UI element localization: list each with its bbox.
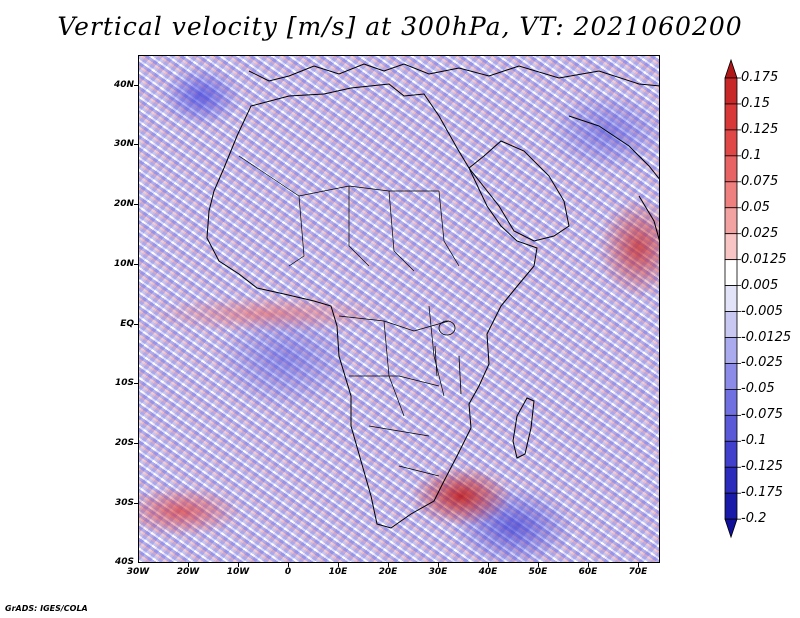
- colorbar-label: 0.005: [741, 277, 779, 293]
- colorbar-label: 0.025: [741, 225, 779, 241]
- lat-tick: [134, 443, 138, 444]
- arabia-outline: [468, 140, 570, 242]
- colorbar-label: 0.05: [741, 199, 770, 215]
- lon-label-70e: 70E: [628, 567, 648, 577]
- colorbar-swatch: [724, 259, 738, 286]
- lat-label-eq: EQ: [120, 319, 134, 329]
- europe-coast-outline: [248, 63, 659, 87]
- map-plot-area: [138, 55, 660, 563]
- colorbar-swatch: [724, 311, 738, 338]
- colorbar-label: -0.125: [741, 459, 783, 475]
- colorbar-label: -0.025: [741, 355, 783, 371]
- grads-credit: GrADS: IGES/COLA: [5, 604, 88, 613]
- colorbar-swatch: [724, 77, 738, 105]
- lat-tick: [134, 503, 138, 504]
- lon-tick: [388, 563, 389, 567]
- country-borders: [238, 155, 460, 477]
- lakes: [434, 320, 462, 395]
- africa-coastline: [206, 83, 538, 529]
- lon-tick: [638, 563, 639, 567]
- asia-outline: [568, 115, 659, 241]
- colorbar-label: -0.05: [741, 381, 775, 397]
- lon-label-40e: 40E: [478, 567, 498, 577]
- colorbar-label: -0.005: [741, 303, 783, 319]
- lon-label-0: 0: [284, 567, 292, 577]
- lon-label-60e: 60E: [578, 567, 598, 577]
- lon-label-50e: 50E: [528, 567, 548, 577]
- colorbar-label: -0.175: [741, 485, 783, 501]
- lon-tick: [338, 563, 339, 567]
- lon-tick: [488, 563, 489, 567]
- lat-tick: [134, 264, 138, 265]
- lat-tick: [134, 144, 138, 145]
- lon-tick: [588, 563, 589, 567]
- colorbar-label: -0.075: [741, 407, 783, 423]
- lat-label-10s: 10S: [114, 378, 134, 388]
- colorbar-label: -0.1: [741, 433, 767, 449]
- map-title: Vertical velocity [m/s] at 300hPa, VT: 2…: [57, 12, 743, 41]
- colorbar-swatch: [724, 285, 738, 312]
- colorbar-swatch: [724, 181, 738, 209]
- lat-label-20n: 20N: [113, 199, 134, 209]
- colorbar-swatch: [724, 414, 738, 442]
- africa-coastline-outline: [206, 63, 659, 529]
- lon-label-30e: 30E: [428, 567, 448, 577]
- colorbar-swatch: [724, 440, 738, 468]
- colorbar-swatch: [724, 58, 738, 79]
- colorbar-label: -0.2: [741, 511, 767, 527]
- lat-tick: [134, 383, 138, 384]
- lon-tick: [538, 563, 539, 567]
- colorbar-swatch: [724, 233, 738, 261]
- lat-label-10n: 10N: [113, 259, 134, 269]
- madagascar-outline: [512, 397, 535, 459]
- colorbar-label: -0.0125: [741, 329, 792, 345]
- colorbar-swatch: [724, 492, 738, 520]
- lon-label-10w: 10W: [226, 567, 250, 577]
- lon-label-20w: 20W: [176, 567, 200, 577]
- colorbar-swatch: [724, 155, 738, 183]
- lat-label-30n: 30N: [113, 139, 134, 149]
- colorbar-label: 0.125: [741, 121, 779, 137]
- colorbar-swatch: [724, 337, 738, 364]
- lat-label-30s: 30S: [114, 498, 134, 508]
- colorbar-label: 0.075: [741, 173, 779, 189]
- lon-tick: [188, 563, 189, 567]
- lat-tick: [134, 204, 138, 205]
- lat-tick: [134, 85, 138, 86]
- lon-label-10e: 10E: [328, 567, 348, 577]
- colorbar-label: 0.0125: [741, 251, 787, 267]
- lon-label-30w: 30W: [126, 567, 150, 577]
- colorbar-label: 0.15: [741, 95, 770, 111]
- colorbar-swatch: [724, 207, 738, 235]
- colorbar-swatch: [724, 129, 738, 157]
- lon-tick: [288, 563, 289, 567]
- lon-tick: [238, 563, 239, 567]
- lat-label-40n: 40N: [113, 80, 134, 90]
- colorbar-label: 0.175: [741, 70, 779, 85]
- colorbar-swatch: [724, 388, 738, 416]
- lat-label-20s: 20S: [114, 438, 134, 448]
- colorbar-swatch: [724, 363, 738, 390]
- lat-label-40s: 40S: [114, 557, 134, 567]
- colorbar-swatch: [724, 518, 738, 539]
- lon-tick: [438, 563, 439, 567]
- lat-tick: [134, 324, 138, 325]
- colorbar-label: 0.1: [741, 147, 762, 163]
- colorbar-swatch: [724, 103, 738, 131]
- lon-label-20e: 20E: [378, 567, 398, 577]
- colorbar-swatch: [724, 466, 738, 494]
